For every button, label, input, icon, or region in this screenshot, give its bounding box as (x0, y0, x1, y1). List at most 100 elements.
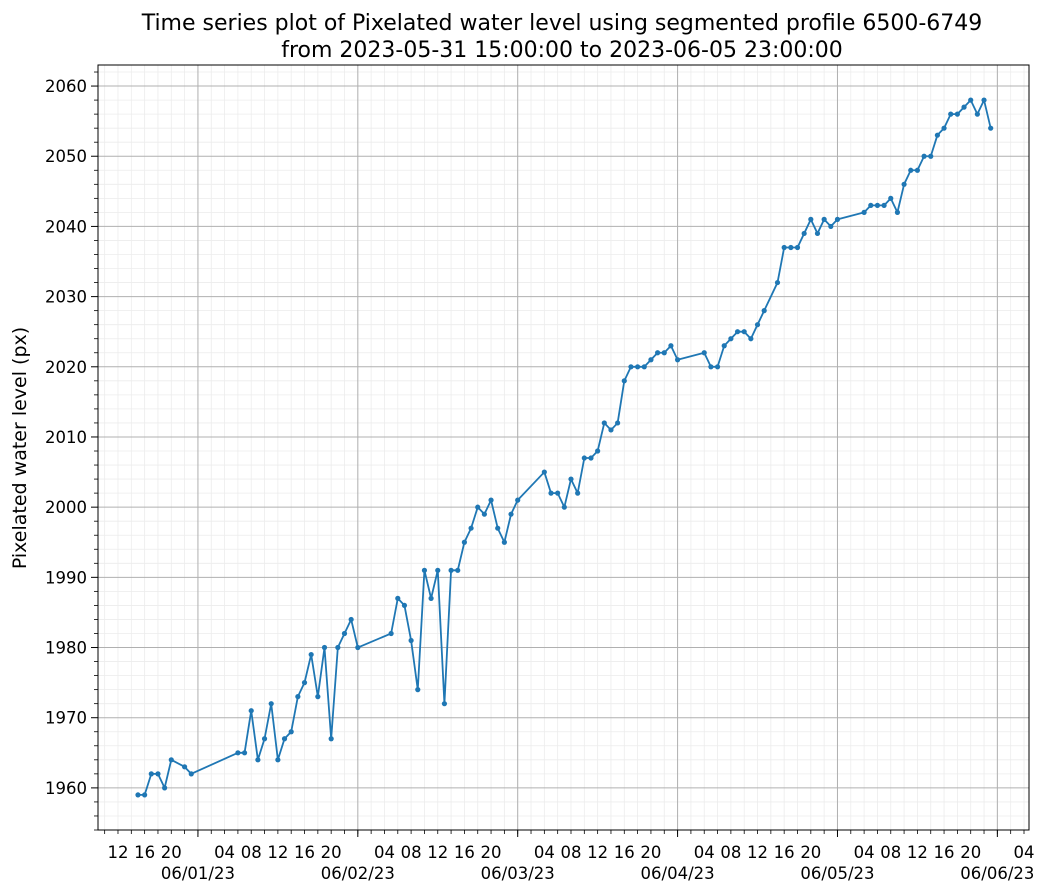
data-point (734, 329, 741, 335)
data-point (235, 750, 241, 756)
data-point (894, 209, 901, 215)
x-hour-tick-label: 08 (560, 843, 581, 862)
data-point (928, 153, 934, 159)
data-point (568, 476, 574, 482)
data-point (241, 750, 248, 756)
x-hour-tick-label: 20 (161, 843, 182, 862)
data-point (268, 701, 274, 707)
data-point (934, 132, 941, 138)
data-point (774, 279, 781, 286)
data-point (388, 630, 394, 637)
x-hour-tick-label: 04 (1014, 843, 1035, 862)
data-point (308, 651, 314, 658)
data-point (481, 511, 487, 517)
data-point (868, 202, 874, 208)
data-point (708, 364, 714, 370)
data-point (748, 336, 754, 342)
data-point (635, 364, 641, 370)
x-day-tick-label: 06/06/23 (960, 864, 1034, 883)
data-point (281, 736, 288, 742)
data-point (761, 308, 767, 314)
x-hour-tick-label: 08 (241, 843, 262, 862)
x-day-tick-label: 06/03/23 (481, 864, 555, 883)
data-point (561, 504, 567, 510)
data-point (182, 764, 188, 770)
data-point (988, 125, 994, 131)
data-point (415, 687, 421, 693)
y-tick-label: 2040 (45, 217, 87, 236)
data-point (555, 490, 561, 496)
data-point (648, 357, 654, 363)
data-point (295, 694, 301, 700)
data-point (794, 244, 801, 251)
data-point (328, 736, 334, 742)
data-point (355, 644, 361, 651)
x-day-tick-label: 06/04/23 (641, 864, 715, 883)
data-point (435, 567, 441, 573)
x-hour-tick-label: 08 (401, 843, 422, 862)
data-point (261, 736, 268, 742)
data-point (941, 125, 947, 131)
data-point (601, 420, 607, 426)
chart-title-line-1: Time series plot of Pixelated water leve… (141, 11, 983, 36)
y-tick-label: 2050 (45, 147, 87, 166)
series-line (137, 99, 992, 796)
data-point (668, 343, 674, 349)
x-hour-tick-label: 16 (454, 843, 475, 862)
data-point (148, 771, 154, 777)
data-point (575, 490, 581, 496)
data-point (754, 322, 761, 328)
data-point (921, 153, 927, 159)
data-point (901, 181, 907, 187)
x-day-tick-label: 06/02/23 (321, 864, 395, 883)
y-tick-label: 2060 (45, 77, 87, 96)
data-point (828, 223, 834, 230)
x-hour-tick-label: 16 (774, 843, 795, 862)
x-day-tick-label: 06/05/23 (800, 864, 874, 883)
x-hour-tick-label: 08 (720, 843, 741, 862)
data-point (348, 616, 354, 623)
x-hour-tick-label: 12 (427, 843, 448, 862)
x-axis: 06/01/23 06/02/23 06/03/23 06/04/23 06/05/23… (104, 830, 1035, 883)
x-hour-tick-label: 08 (880, 843, 901, 862)
data-point (288, 729, 294, 735)
data-point (301, 680, 308, 686)
x-hour-tick-label: 20 (321, 843, 342, 862)
data-point (781, 244, 787, 251)
data-point (501, 539, 507, 545)
x-hour-tick-label: 04 (374, 843, 395, 862)
x-hour-tick-label: 12 (107, 843, 128, 862)
data-point (974, 111, 980, 117)
y-axis: 1960 1970 1980 1990 2000 2010 2020 2030 2040 2050… (45, 71, 98, 831)
data-point (874, 202, 881, 208)
data-point (468, 525, 474, 531)
data-point (674, 357, 681, 363)
y-tick-label: 2030 (45, 288, 87, 307)
data-point (701, 350, 707, 356)
data-point (914, 167, 921, 173)
data-point (661, 350, 667, 356)
data-point (655, 350, 661, 356)
data-point (395, 595, 401, 601)
data-point (321, 644, 328, 651)
x-hour-tick-label: 20 (640, 843, 661, 862)
minor-grid (98, 65, 1029, 831)
x-hour-tick-label: 20 (481, 843, 502, 862)
y-tick-label: 1990 (45, 568, 87, 587)
data-point (714, 364, 721, 370)
data-point (968, 97, 974, 103)
data-point (455, 567, 461, 573)
data-point (808, 216, 814, 222)
x-hour-tick-label: 20 (800, 843, 821, 862)
data-point (275, 757, 281, 763)
x-hour-tick-label: 16 (134, 843, 155, 862)
data-point (548, 490, 554, 496)
data-point (488, 497, 494, 503)
x-hour-tick-label: 12 (267, 843, 288, 862)
data-point (908, 167, 914, 173)
data-point (495, 525, 501, 531)
data-point (948, 111, 954, 117)
x-hour-tick-label: 16 (614, 843, 635, 862)
data-point (801, 230, 807, 237)
x-hour-tick-label: 16 (934, 843, 955, 862)
